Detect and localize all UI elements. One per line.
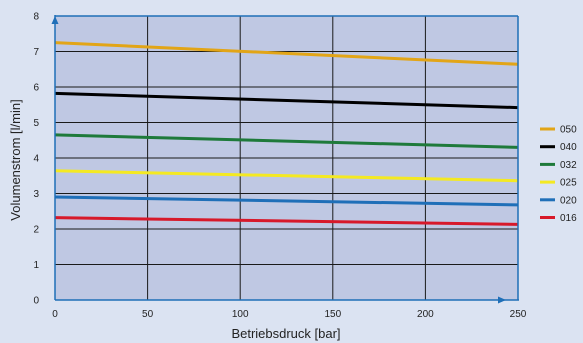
y-tick-label-1: 1 [33, 260, 39, 271]
x-axis-arrow-icon [498, 296, 506, 304]
y-axis-title: Volumenstrom [l/min] [8, 99, 23, 220]
y-tick-label-0: 0 [33, 296, 39, 307]
x-tick-label-150: 150 [324, 309, 341, 320]
series-line-025 [54, 169, 519, 183]
y-tick-label-8: 8 [33, 12, 39, 23]
axes [51, 15, 519, 304]
y-tick-label-3: 3 [33, 189, 39, 200]
y-tick-label-4: 4 [33, 154, 39, 165]
legend-label-040: 040 [560, 142, 577, 153]
series-line-032 [54, 133, 519, 149]
series-line-016 [54, 216, 519, 226]
y-tick-label-5: 5 [33, 118, 39, 129]
x-tick-label-0: 0 [52, 309, 58, 320]
y-tick-label-6: 6 [33, 83, 39, 94]
tick-labels: 0 1 2 3 4 5 6 7 8 0 50 100 150 200 250 [33, 12, 526, 321]
series-line-040 [54, 91, 519, 110]
y-tick-label-2: 2 [33, 225, 39, 236]
y-tick-label-7: 7 [33, 47, 39, 58]
legend-label-016: 016 [560, 213, 577, 224]
legend-label-032: 032 [560, 160, 577, 171]
legend-label-050: 050 [560, 125, 577, 136]
series-line-050 [54, 41, 519, 66]
series-group [54, 41, 519, 226]
x-tick-label-250: 250 [510, 309, 527, 320]
x-tick-label-100: 100 [232, 309, 249, 320]
x-tick-label-50: 50 [142, 309, 154, 320]
grid [55, 16, 518, 300]
y-axis-arrow-icon [51, 16, 59, 24]
x-axis-title: Betriebsdruck [bar] [231, 326, 340, 341]
series-line-020 [54, 195, 519, 207]
legend: 050 040 032 025 020 016 [540, 125, 577, 224]
x-tick-label-200: 200 [417, 309, 434, 320]
legend-label-025: 025 [560, 178, 577, 189]
legend-label-020: 020 [560, 195, 577, 206]
